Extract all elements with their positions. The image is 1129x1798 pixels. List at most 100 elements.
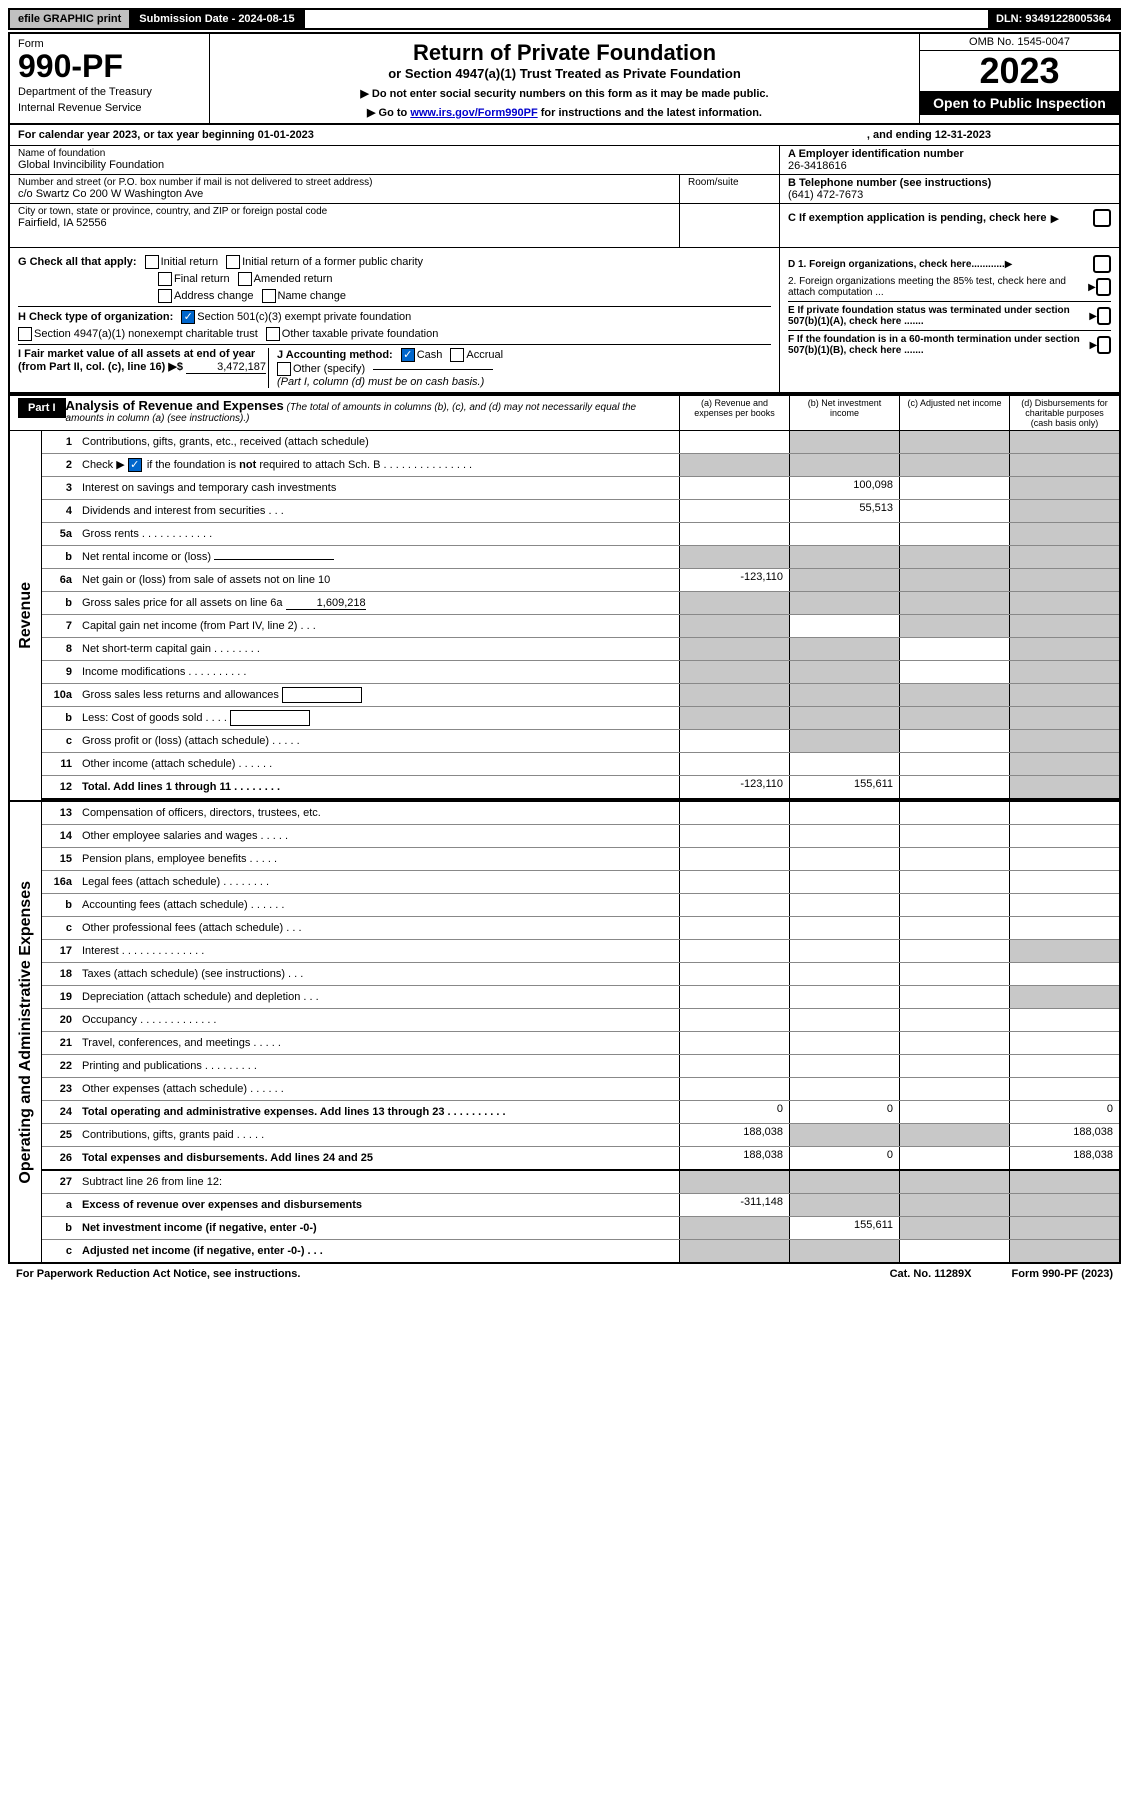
line-18: Taxes (attach schedule) (see instruction… <box>78 966 679 982</box>
cb-sch-b[interactable] <box>128 458 142 472</box>
form-number: 990-PF <box>18 50 201 82</box>
cb-other-method[interactable] <box>277 362 291 376</box>
j-note: (Part I, column (d) must be on cash basi… <box>277 376 771 388</box>
i-value: 3,472,187 <box>186 361 266 374</box>
form-subtitle: or Section 4947(a)(1) Trust Treated as P… <box>218 66 911 81</box>
l26-b: 0 <box>789 1147 899 1169</box>
ein-label: A Employer identification number <box>788 148 1111 160</box>
cb-initial-former[interactable] <box>226 255 240 269</box>
l25-a: 188,038 <box>679 1124 789 1146</box>
line-5b: Net rental income or (loss) <box>78 549 679 565</box>
line-16c: Other professional fees (attach schedule… <box>78 920 679 936</box>
calendar-year-row: For calendar year 2023, or tax year begi… <box>8 125 1121 146</box>
col-a-head: (a) Revenue and expenses per books <box>679 396 789 430</box>
line-23: Other expenses (attach schedule) . . . .… <box>78 1081 679 1097</box>
street-label: Number and street (or P.O. box number if… <box>18 177 671 188</box>
line-22: Printing and publications . . . . . . . … <box>78 1058 679 1074</box>
l27a-a: -311,148 <box>679 1194 789 1216</box>
line-24: Total operating and administrative expen… <box>78 1104 679 1120</box>
d2-checkbox[interactable] <box>1096 278 1111 296</box>
d1-checkbox[interactable] <box>1093 255 1111 273</box>
line-7: Capital gain net income (from Part IV, l… <box>78 618 679 634</box>
l24-d: 0 <box>1009 1101 1119 1123</box>
form-header: Form 990-PF Department of the Treasury I… <box>8 32 1121 125</box>
cb-name-change[interactable] <box>262 289 276 303</box>
efile-print[interactable]: efile GRAPHIC print <box>10 10 131 28</box>
footer: For Paperwork Reduction Act Notice, see … <box>8 1264 1121 1284</box>
line-10c: Gross profit or (loss) (attach schedule)… <box>78 733 679 749</box>
cb-501c3[interactable] <box>181 310 195 324</box>
dept-treasury: Department of the Treasury <box>18 86 201 98</box>
line-4: Dividends and interest from securities .… <box>78 503 679 519</box>
l4-b: 55,513 <box>789 500 899 522</box>
line-11: Other income (attach schedule) . . . . .… <box>78 756 679 772</box>
line-21: Travel, conferences, and meetings . . . … <box>78 1035 679 1051</box>
dln: DLN: 93491228005364 <box>988 10 1119 28</box>
line-10a: Gross sales less returns and allowances <box>78 685 679 705</box>
l24-a: 0 <box>679 1101 789 1123</box>
l12-a: -123,110 <box>679 776 789 798</box>
revenue-side-label: Revenue <box>10 431 42 800</box>
f-checkbox[interactable] <box>1097 336 1111 354</box>
instr-1: ▶ Do not enter social security numbers o… <box>218 87 911 100</box>
line-27b: Net investment income (if negative, ente… <box>78 1220 679 1236</box>
form-title: Return of Private Foundation <box>218 40 911 66</box>
form-link[interactable]: www.irs.gov/Form990PF <box>410 107 537 119</box>
cat-no: Cat. No. 11289X <box>890 1268 972 1280</box>
line-8: Net short-term capital gain . . . . . . … <box>78 641 679 657</box>
line-6b: Gross sales price for all assets on line… <box>78 595 679 612</box>
instr-2: ▶ Go to www.irs.gov/Form990PF for instru… <box>218 106 911 119</box>
ein: 26-3418616 <box>788 160 1111 172</box>
col-b-head: (b) Net investment income <box>789 396 899 430</box>
top-bar: efile GRAPHIC print Submission Date - 20… <box>8 8 1121 30</box>
line-10b: Less: Cost of goods sold . . . . <box>78 708 679 728</box>
submission-date: Submission Date - 2024-08-15 <box>131 10 304 28</box>
line-12: Total. Add lines 1 through 11 . . . . . … <box>78 779 679 795</box>
e-checkbox[interactable] <box>1097 307 1111 325</box>
arrow-icon: ▶ <box>1088 282 1096 293</box>
foundation-name-label: Name of foundation <box>18 148 771 159</box>
l3-b: 100,098 <box>789 477 899 499</box>
arrow-icon: ▶ <box>1089 340 1097 351</box>
city-state-zip: Fairfield, IA 52556 <box>18 217 671 229</box>
line-19: Depreciation (attach schedule) and deple… <box>78 989 679 1005</box>
omb-no: OMB No. 1545-0047 <box>920 34 1119 51</box>
l12-b: 155,611 <box>789 776 899 798</box>
foundation-name: Global Invincibility Foundation <box>18 159 771 171</box>
line-17: Interest . . . . . . . . . . . . . . <box>78 943 679 959</box>
c-checkbox[interactable] <box>1093 209 1111 227</box>
line-1: Contributions, gifts, grants, etc., rece… <box>78 434 679 450</box>
phone: (641) 472-7673 <box>788 189 1111 201</box>
line-27a: Excess of revenue over expenses and disb… <box>78 1197 679 1213</box>
cb-other-tax[interactable] <box>266 327 280 341</box>
cb-cash[interactable] <box>401 348 415 362</box>
d1-label: D 1. Foreign organizations, check here..… <box>788 259 1005 270</box>
arrow-icon: ▶ <box>1005 259 1013 270</box>
line-2: Check ▶ if the foundation is not require… <box>78 456 679 474</box>
cal-year-begin: For calendar year 2023, or tax year begi… <box>18 129 314 141</box>
form-ref: Form 990-PF (2023) <box>1012 1268 1113 1280</box>
col-d-head: (d) Disbursements for charitable purpose… <box>1009 396 1119 430</box>
line-15: Pension plans, employee benefits . . . .… <box>78 851 679 867</box>
cb-amended[interactable] <box>238 272 252 286</box>
cb-final[interactable] <box>158 272 172 286</box>
cb-addr-change[interactable] <box>158 289 172 303</box>
c-label: C If exemption application is pending, c… <box>788 212 1047 224</box>
line-16a: Legal fees (attach schedule) . . . . . .… <box>78 874 679 890</box>
l26-d: 188,038 <box>1009 1147 1119 1169</box>
l6b-val: 1,609,218 <box>286 597 366 610</box>
h-label: H Check type of organization: <box>18 311 173 323</box>
j-label: J Accounting method: <box>277 349 393 361</box>
l26-a: 188,038 <box>679 1147 789 1169</box>
cb-initial[interactable] <box>145 255 159 269</box>
f-label: F If the foundation is in a 60-month ter… <box>788 334 1089 356</box>
line-9: Income modifications . . . . . . . . . . <box>78 664 679 680</box>
cb-4947[interactable] <box>18 327 32 341</box>
cb-accrual[interactable] <box>450 348 464 362</box>
line-5a: Gross rents . . . . . . . . . . . . <box>78 526 679 542</box>
paperwork-notice: For Paperwork Reduction Act Notice, see … <box>16 1268 300 1280</box>
room-suite-label: Room/suite <box>679 175 779 203</box>
irs: Internal Revenue Service <box>18 102 201 114</box>
line-27c: Adjusted net income (if negative, enter … <box>78 1243 679 1259</box>
line-27: Subtract line 26 from line 12: <box>78 1174 679 1190</box>
